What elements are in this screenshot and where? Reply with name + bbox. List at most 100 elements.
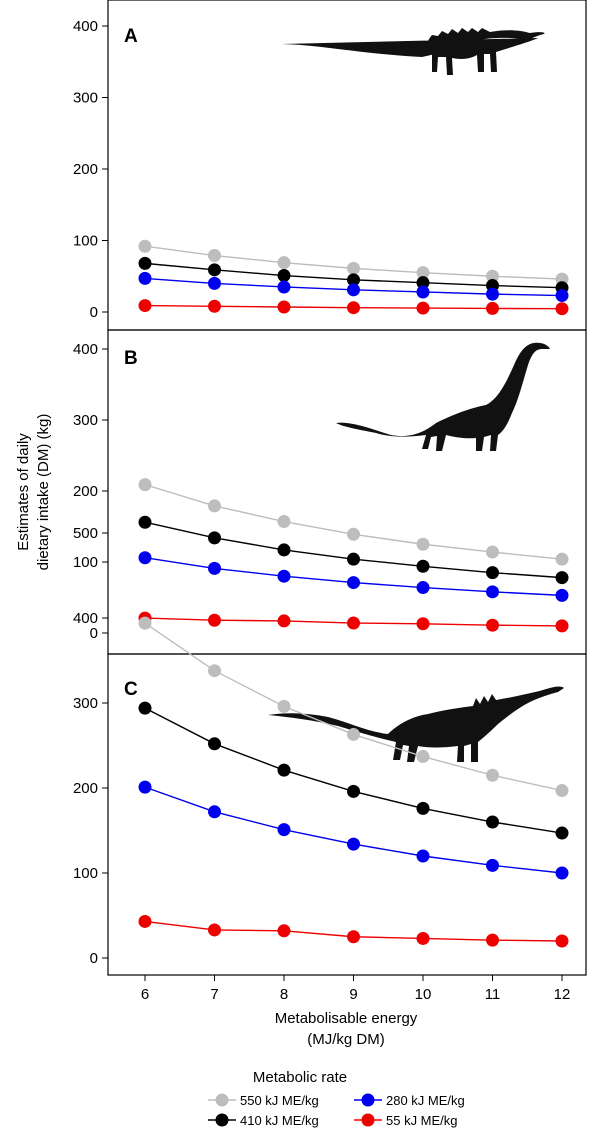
x-tick-label: 11 <box>485 986 501 1003</box>
legend: 550 kJ ME/kg 410 kJ ME/kg 280 kJ ME/kg 55 k… <box>208 1093 465 1128</box>
data-point <box>347 261 360 275</box>
panel-c: 0 100 200 300 400 500 C <box>73 525 587 976</box>
data-point <box>208 263 221 277</box>
data-point <box>555 289 569 303</box>
panel-label: A <box>124 26 138 47</box>
data-point <box>555 302 569 316</box>
data-point <box>277 763 291 777</box>
data-point <box>555 619 569 633</box>
y-axis-label-line1: Estimates of daily <box>15 433 32 551</box>
data-point <box>208 664 221 678</box>
y-tick-label: 100 <box>73 865 98 882</box>
data-point <box>138 478 152 492</box>
data-point <box>277 543 291 557</box>
data-point <box>555 934 569 948</box>
data-point <box>277 699 291 713</box>
y-tick-label: 200 <box>73 161 98 178</box>
panel-a: 0 100 200 300 400 A <box>73 0 587 331</box>
data-point <box>347 616 360 630</box>
data-point <box>416 559 430 573</box>
legend-label: 550 kJ ME/kg <box>240 1093 319 1108</box>
y-tick-label: 500 <box>73 525 98 542</box>
data-point <box>486 618 499 632</box>
data-point <box>208 923 221 937</box>
data-point <box>277 515 291 529</box>
data-point <box>138 239 152 253</box>
legend-marker <box>215 1093 229 1107</box>
panel-label: B <box>124 348 138 369</box>
data-point <box>416 931 430 945</box>
data-point <box>277 269 291 283</box>
data-point <box>347 837 360 851</box>
legend-title: Metabolic rate <box>253 1069 347 1086</box>
data-point <box>208 499 221 513</box>
data-point <box>138 616 152 630</box>
x-axis: 6 7 8 9 10 11 12 <box>141 975 571 1003</box>
data-point <box>138 515 152 529</box>
brachiosaur-dinosaur-silhouette-icon <box>336 342 550 451</box>
series-line <box>144 786 563 874</box>
data-point <box>138 551 152 565</box>
data-point <box>208 249 221 263</box>
data-point <box>416 617 430 631</box>
y-tick-label: 100 <box>73 233 98 250</box>
y-tick-label: 200 <box>73 483 98 500</box>
data-point <box>347 273 360 287</box>
data-point <box>208 561 221 575</box>
y-tick-label: 0 <box>90 304 98 321</box>
long-necked-titanosaur-dinosaur-silhouette-icon <box>268 686 564 762</box>
y-tick-label: 100 <box>73 554 98 571</box>
data-point <box>277 569 291 583</box>
x-tick-label: 9 <box>349 986 357 1003</box>
x-tick-label: 12 <box>554 986 571 1003</box>
data-point <box>555 571 569 585</box>
series-line <box>144 483 563 560</box>
data-point <box>486 933 499 947</box>
data-point <box>416 301 430 315</box>
x-tick-label: 6 <box>141 986 149 1003</box>
y-tick-label: 400 <box>73 610 98 627</box>
data-point <box>416 849 430 863</box>
data-point <box>416 801 430 815</box>
data-point <box>138 780 152 794</box>
legend-label: 280 kJ ME/kg <box>386 1093 465 1108</box>
y-axis-label-line2: dietary intake (DM) (kg) <box>35 414 52 571</box>
legend-label: 55 kJ ME/kg <box>386 1113 458 1128</box>
data-point <box>486 301 499 315</box>
data-point <box>277 300 291 314</box>
data-point <box>486 858 499 872</box>
y-tick-label: 400 <box>73 341 98 358</box>
data-point <box>416 750 430 764</box>
data-point <box>416 285 430 299</box>
data-point <box>347 784 360 798</box>
data-point <box>208 276 221 290</box>
data-point <box>555 866 569 880</box>
panel-frame <box>107 653 587 976</box>
y-tick-label: 300 <box>73 695 98 712</box>
data-point <box>486 269 499 283</box>
legend-marker <box>361 1093 375 1107</box>
data-point <box>347 552 360 566</box>
legend-label: 410 kJ ME/kg <box>240 1113 319 1128</box>
x-tick-label: 10 <box>415 986 432 1003</box>
data-point <box>138 299 152 313</box>
y-tick-label: 400 <box>73 18 98 35</box>
data-point <box>486 566 499 580</box>
data-point <box>277 823 291 837</box>
data-point <box>138 271 152 285</box>
data-point <box>277 256 291 270</box>
data-point <box>416 537 430 551</box>
legend-marker <box>215 1113 229 1127</box>
x-tick-label: 7 <box>210 986 218 1003</box>
data-point <box>486 815 499 829</box>
y-tick-label: 0 <box>90 950 98 967</box>
data-point <box>208 299 221 313</box>
data-point <box>208 805 221 819</box>
data-point <box>555 826 569 840</box>
data-point <box>277 924 291 938</box>
data-point <box>347 727 360 741</box>
data-point <box>486 545 499 559</box>
x-tick-label: 8 <box>280 986 288 1003</box>
data-point <box>416 581 430 595</box>
